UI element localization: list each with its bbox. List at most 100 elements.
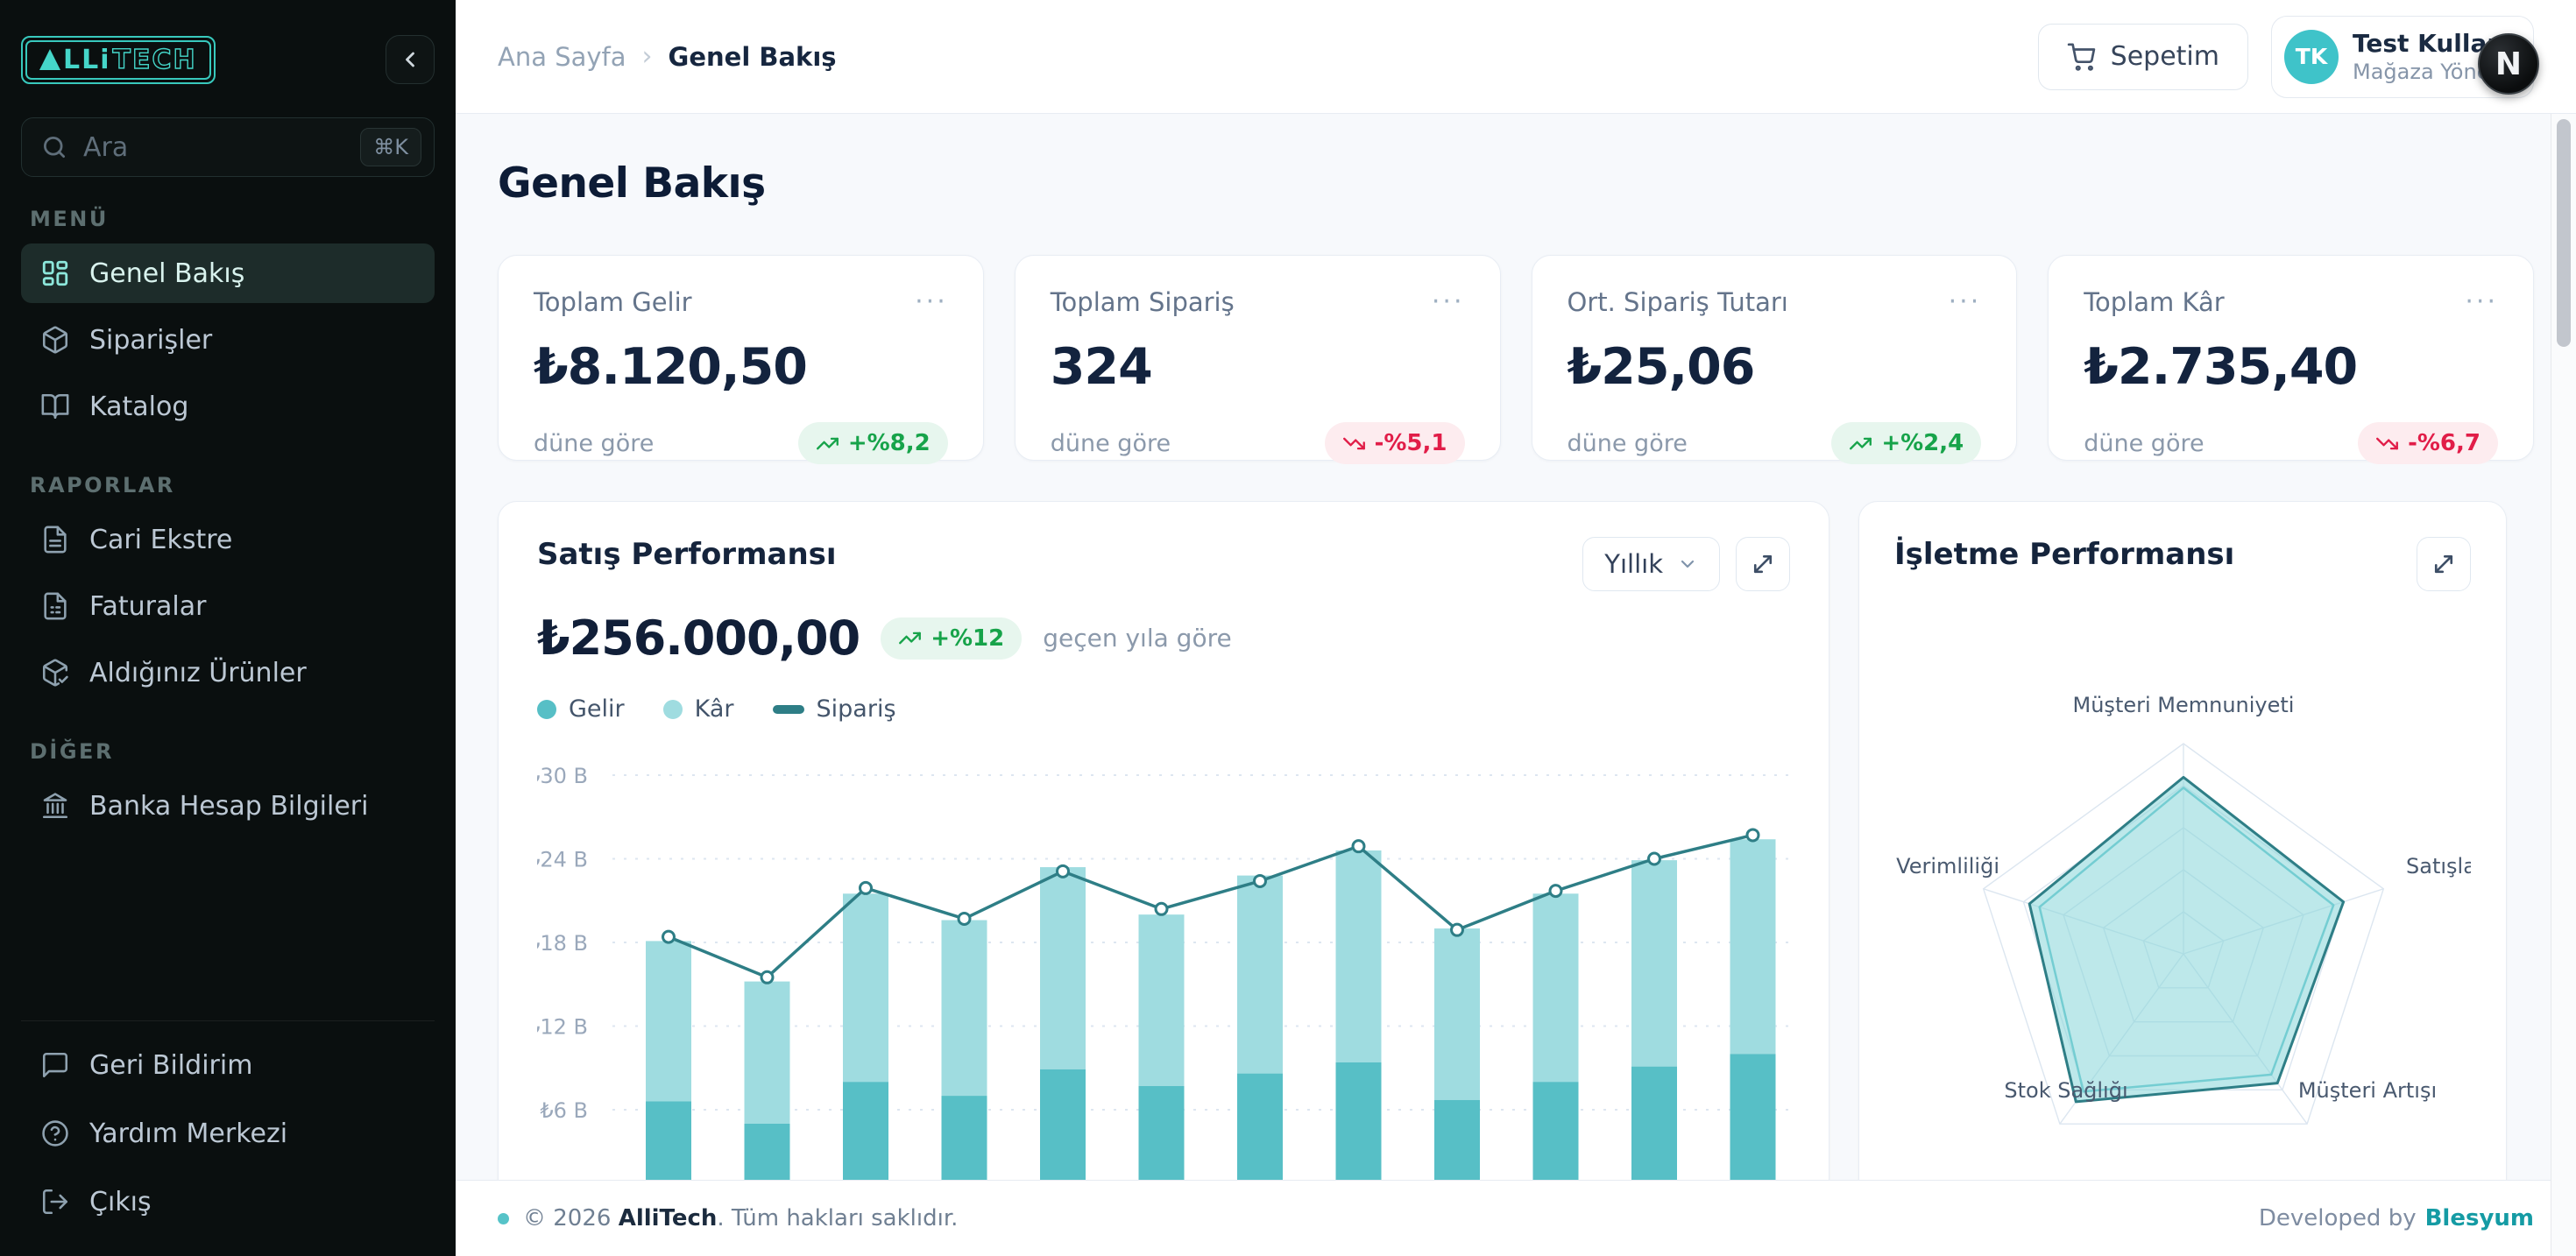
card-menu-button[interactable]: ···	[915, 286, 948, 317]
sales-trend-badge: +%12	[881, 617, 1023, 660]
sidebar-item-cari-ekstre[interactable]: Cari Ekstre	[21, 510, 435, 569]
stat-card-caption: düne göre	[534, 429, 655, 457]
trending-down-icon	[1342, 432, 1366, 455]
sidebar-item-label: Aldığınız Ürünler	[89, 657, 307, 688]
footer-developer-link[interactable]: Blesyum	[2424, 1205, 2534, 1231]
stat-card-title: Toplam Gelir	[534, 287, 692, 317]
stat-card-title: Toplam Sipariş	[1050, 287, 1235, 317]
sales-panel-title: Satış Performansı	[537, 537, 837, 572]
radar-chart: Müşteri Memnuniyeti Satışlar Müşteri Artış…	[1894, 621, 2471, 1185]
stat-card-title: Ort. Sipariş Tutarı	[1567, 287, 1788, 317]
expand-radar-chart-button[interactable]	[2417, 537, 2471, 591]
stat-card-toplam-gelir: Toplam Gelir ··· ₺8.120,50 düne göre +%8…	[498, 255, 984, 464]
user-menu[interactable]: TK Test Kullanıcı Mağaza Yöneticisi	[2271, 15, 2534, 98]
sales-chart: ₺30 B ₺24 B ₺18 B ₺12 B ₺6 B	[537, 742, 1790, 1185]
sidebar-item-label: Yardım Merkezi	[89, 1118, 288, 1149]
file-invoice-icon	[40, 591, 70, 621]
brand-logo[interactable]: LLi TECH	[21, 35, 216, 84]
shopping-cart-icon	[2067, 42, 2097, 72]
stat-card-value: ₺25,06	[1567, 338, 1756, 396]
app-footer: © 2026 AlliTech. Tüm hakları saklıdır. D…	[456, 1180, 2576, 1256]
trend-badge-value: -%5,1	[1374, 430, 1447, 456]
stat-card-toplam-siparis: Toplam Sipariş ··· 324 düne göre -%5,1	[1014, 255, 1501, 464]
sidebar-collapse-button[interactable]	[386, 35, 435, 84]
trend-badge-value: -%6,7	[2408, 430, 2480, 456]
stat-card-value: ₺2.735,40	[2084, 338, 2358, 396]
sidebar-search[interactable]: ⌘K	[21, 117, 435, 177]
expand-icon	[2434, 554, 2453, 574]
sidebar-item-katalog[interactable]: Katalog	[21, 377, 435, 436]
trending-up-icon	[898, 626, 922, 650]
sidebar-item-yardim-merkezi[interactable]: Yardım Merkezi	[21, 1104, 435, 1163]
sidebar-item-geri-bildirim[interactable]: Geri Bildirim	[21, 1035, 435, 1095]
chevron-down-icon	[1677, 554, 1698, 575]
period-select-value: Yıllık	[1604, 549, 1663, 579]
sidebar-item-banka-hesap[interactable]: Banka Hesap Bilgileri	[21, 776, 435, 836]
cart-button[interactable]: Sepetim	[2037, 23, 2248, 90]
main-area: Ana Sayfa › Genel Bakış Sepetim TK Test …	[456, 0, 2576, 1256]
nextjs-dev-badge[interactable]: N	[2478, 33, 2539, 95]
breadcrumb-current: Genel Bakış	[668, 41, 837, 72]
expand-sales-chart-button[interactable]	[1736, 537, 1790, 591]
sidebar-item-cikis[interactable]: Çıkış	[21, 1172, 435, 1231]
card-menu-button[interactable]: ···	[2465, 286, 2498, 317]
sales-performance-panel: Satış Performansı Yıllık ₺256	[498, 501, 1829, 1256]
svg-text:ş Verimliliği: ş Verimliliği	[1894, 854, 1999, 878]
search-input[interactable]	[81, 131, 347, 164]
topbar: Ana Sayfa › Genel Bakış Sepetim TK Test …	[456, 0, 2576, 114]
topbar-actions: Sepetim TK Test Kullanıcı Mağaza Yönetic…	[2037, 15, 2534, 98]
card-menu-button[interactable]: ···	[1431, 286, 1465, 317]
stat-card-ort-siparis-tutari: Ort. Sipariş Tutarı ··· ₺25,06 düne göre…	[1531, 255, 2018, 464]
svg-text:₺24 B: ₺24 B	[537, 848, 588, 872]
trend-badge-value: +%8,2	[847, 430, 931, 456]
period-select[interactable]: Yıllık	[1582, 537, 1720, 591]
svg-text:Müşteri Artışı: Müşteri Artışı	[2298, 1078, 2437, 1103]
package-icon	[40, 325, 70, 355]
sidebar-item-siparisler[interactable]: Siparişler	[21, 310, 435, 370]
svg-text:₺12 B: ₺12 B	[537, 1015, 588, 1040]
sidebar-bottom-group: Geri Bildirim Yardım Merkezi Çıkış	[21, 1020, 435, 1240]
book-open-icon	[40, 392, 70, 421]
footer-copyright: © 2026 AlliTech. Tüm hakları saklıdır.	[523, 1205, 958, 1231]
stat-card-value: ₺8.120,50	[534, 338, 808, 396]
trend-badge: +%2,4	[1831, 422, 1982, 464]
sales-chart-svg: ₺30 B ₺24 B ₺18 B ₺12 B ₺6 B	[537, 764, 1790, 1185]
legend-marker-siparis	[772, 704, 804, 714]
legend-label: Gelir	[569, 695, 625, 723]
cart-button-label: Sepetim	[2110, 41, 2219, 72]
package-check-icon	[40, 658, 70, 688]
legend-marker-kar	[662, 699, 683, 719]
legend-item-kar[interactable]: Kâr	[662, 695, 734, 723]
sidebar-item-aldiginiz-urunler[interactable]: Aldığınız Ürünler	[21, 643, 435, 702]
sidebar-item-faturalar[interactable]: Faturalar	[21, 576, 435, 636]
logout-icon	[40, 1187, 70, 1217]
page-title: Genel Bakış	[498, 159, 766, 208]
sidebar-item-label: Cari Ekstre	[89, 524, 233, 555]
section-label-diger: DİĞER	[30, 739, 114, 764]
logo-text-solid: LLi	[63, 44, 111, 75]
sidebar-item-label: Banka Hesap Bilgileri	[89, 790, 369, 822]
legend-item-siparis[interactable]: Sipariş	[772, 695, 896, 723]
stat-card-title: Toplam Kâr	[2084, 287, 2225, 317]
sidebar-item-genel-bakis[interactable]: Genel Bakış	[21, 243, 435, 303]
sidebar-item-label: Çıkış	[89, 1186, 152, 1217]
chevron-left-icon	[406, 52, 414, 67]
breadcrumb: Ana Sayfa › Genel Bakış	[498, 41, 837, 72]
expand-icon	[1753, 554, 1773, 574]
scrollbar-thumb[interactable]	[2557, 119, 2571, 347]
breadcrumb-ana-sayfa[interactable]: Ana Sayfa	[498, 41, 626, 72]
sidebar-top: LLi TECH	[21, 35, 435, 84]
stat-card-value: 324	[1050, 338, 1153, 396]
stat-card-caption: düne göre	[2084, 429, 2204, 457]
svg-text:₺18 B: ₺18 B	[537, 931, 588, 956]
stat-card-caption: düne göre	[1050, 429, 1171, 457]
radar-chart-svg: Müşteri Memnuniyeti Satışlar Müşteri Artış…	[1894, 693, 2471, 1125]
logo-text-outline: TECH	[112, 44, 197, 75]
card-menu-button[interactable]: ···	[1948, 286, 1982, 317]
section-label-raporlar: RAPORLAR	[30, 473, 175, 497]
logo-a-triangle-icon	[39, 49, 60, 70]
legend-item-gelir[interactable]: Gelir	[537, 695, 625, 723]
stat-card-caption: düne göre	[1567, 429, 1688, 457]
search-icon	[44, 137, 65, 158]
